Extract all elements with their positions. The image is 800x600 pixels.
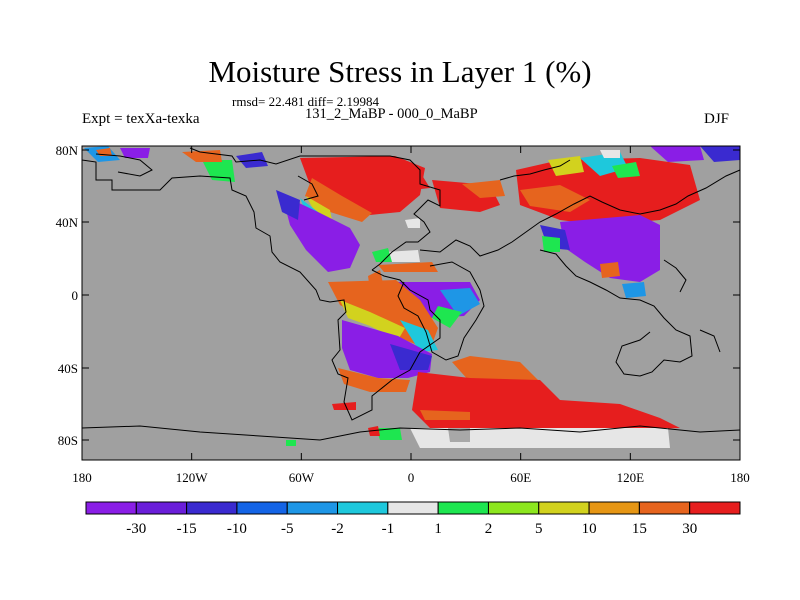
colorbar-swatch [487,501,540,515]
colorbar-label: 15 [632,521,647,537]
colorbar-label: 1 [434,521,442,537]
colorbar-label: -1 [382,521,395,537]
colorbar-swatch [236,501,288,515]
colorbar-swatch [638,501,691,515]
experiment-label: Expt = texXa-texka [82,111,200,127]
axis-ticks [81,146,741,460]
y-tick-label: 0 [72,288,79,303]
x-tick-label: 0 [408,470,415,485]
y-tick-label: 80S [58,433,78,448]
subtitle-label: 131_2_MaBP - 000_0_MaBP [305,106,478,122]
colorbar-label: 30 [682,521,697,537]
season-label: DJF [704,111,730,127]
coastlines [81,147,741,441]
y-tick-label: 40S [58,361,78,376]
x-tick-label: 180 [72,470,92,485]
x-tick-label: 120W [176,470,209,485]
colorbar-swatch [689,501,741,515]
x-tick-label: 120E [617,470,645,485]
colorbar-label: -5 [281,521,294,537]
map-title: Moisture Stress in Layer 1 (%) [208,54,592,89]
y-tick-label: 80N [56,143,79,158]
x-tick-label: 180 [730,470,750,485]
colorbar-label: -15 [177,521,197,537]
y-tick-label: 40N [56,215,79,230]
colorbar-swatch [85,501,137,515]
stats-label: rmsd= 22.481 diff= 2.19984 [232,94,379,109]
colorbar-swatch [186,501,238,515]
colorbar: -30 -15 -10 -5 -2 -1 1 2 5 10 15 30 [85,501,741,537]
colorbar-swatch [538,501,590,515]
colorbar-label: -10 [227,521,247,537]
x-tick-label: 60E [510,470,531,485]
colorbar-swatch [437,501,489,515]
colorbar-swatch [135,501,188,515]
colorbar-swatch [387,501,439,515]
colorbar-swatch [337,501,389,515]
colorbar-swatch [286,501,339,515]
colorbar-label: -30 [126,521,146,537]
axis-labels: 80N 40N 0 40S 80S 180 120W 60W 0 60E 120E 180 [56,143,750,485]
colorbar-swatch [588,501,640,515]
colorbar-label: -2 [331,521,344,537]
colorbar-label: 10 [582,521,597,537]
x-tick-label: 60W [289,470,315,485]
colorbar-label: 2 [485,521,493,537]
colorbar-label: 5 [535,521,543,537]
